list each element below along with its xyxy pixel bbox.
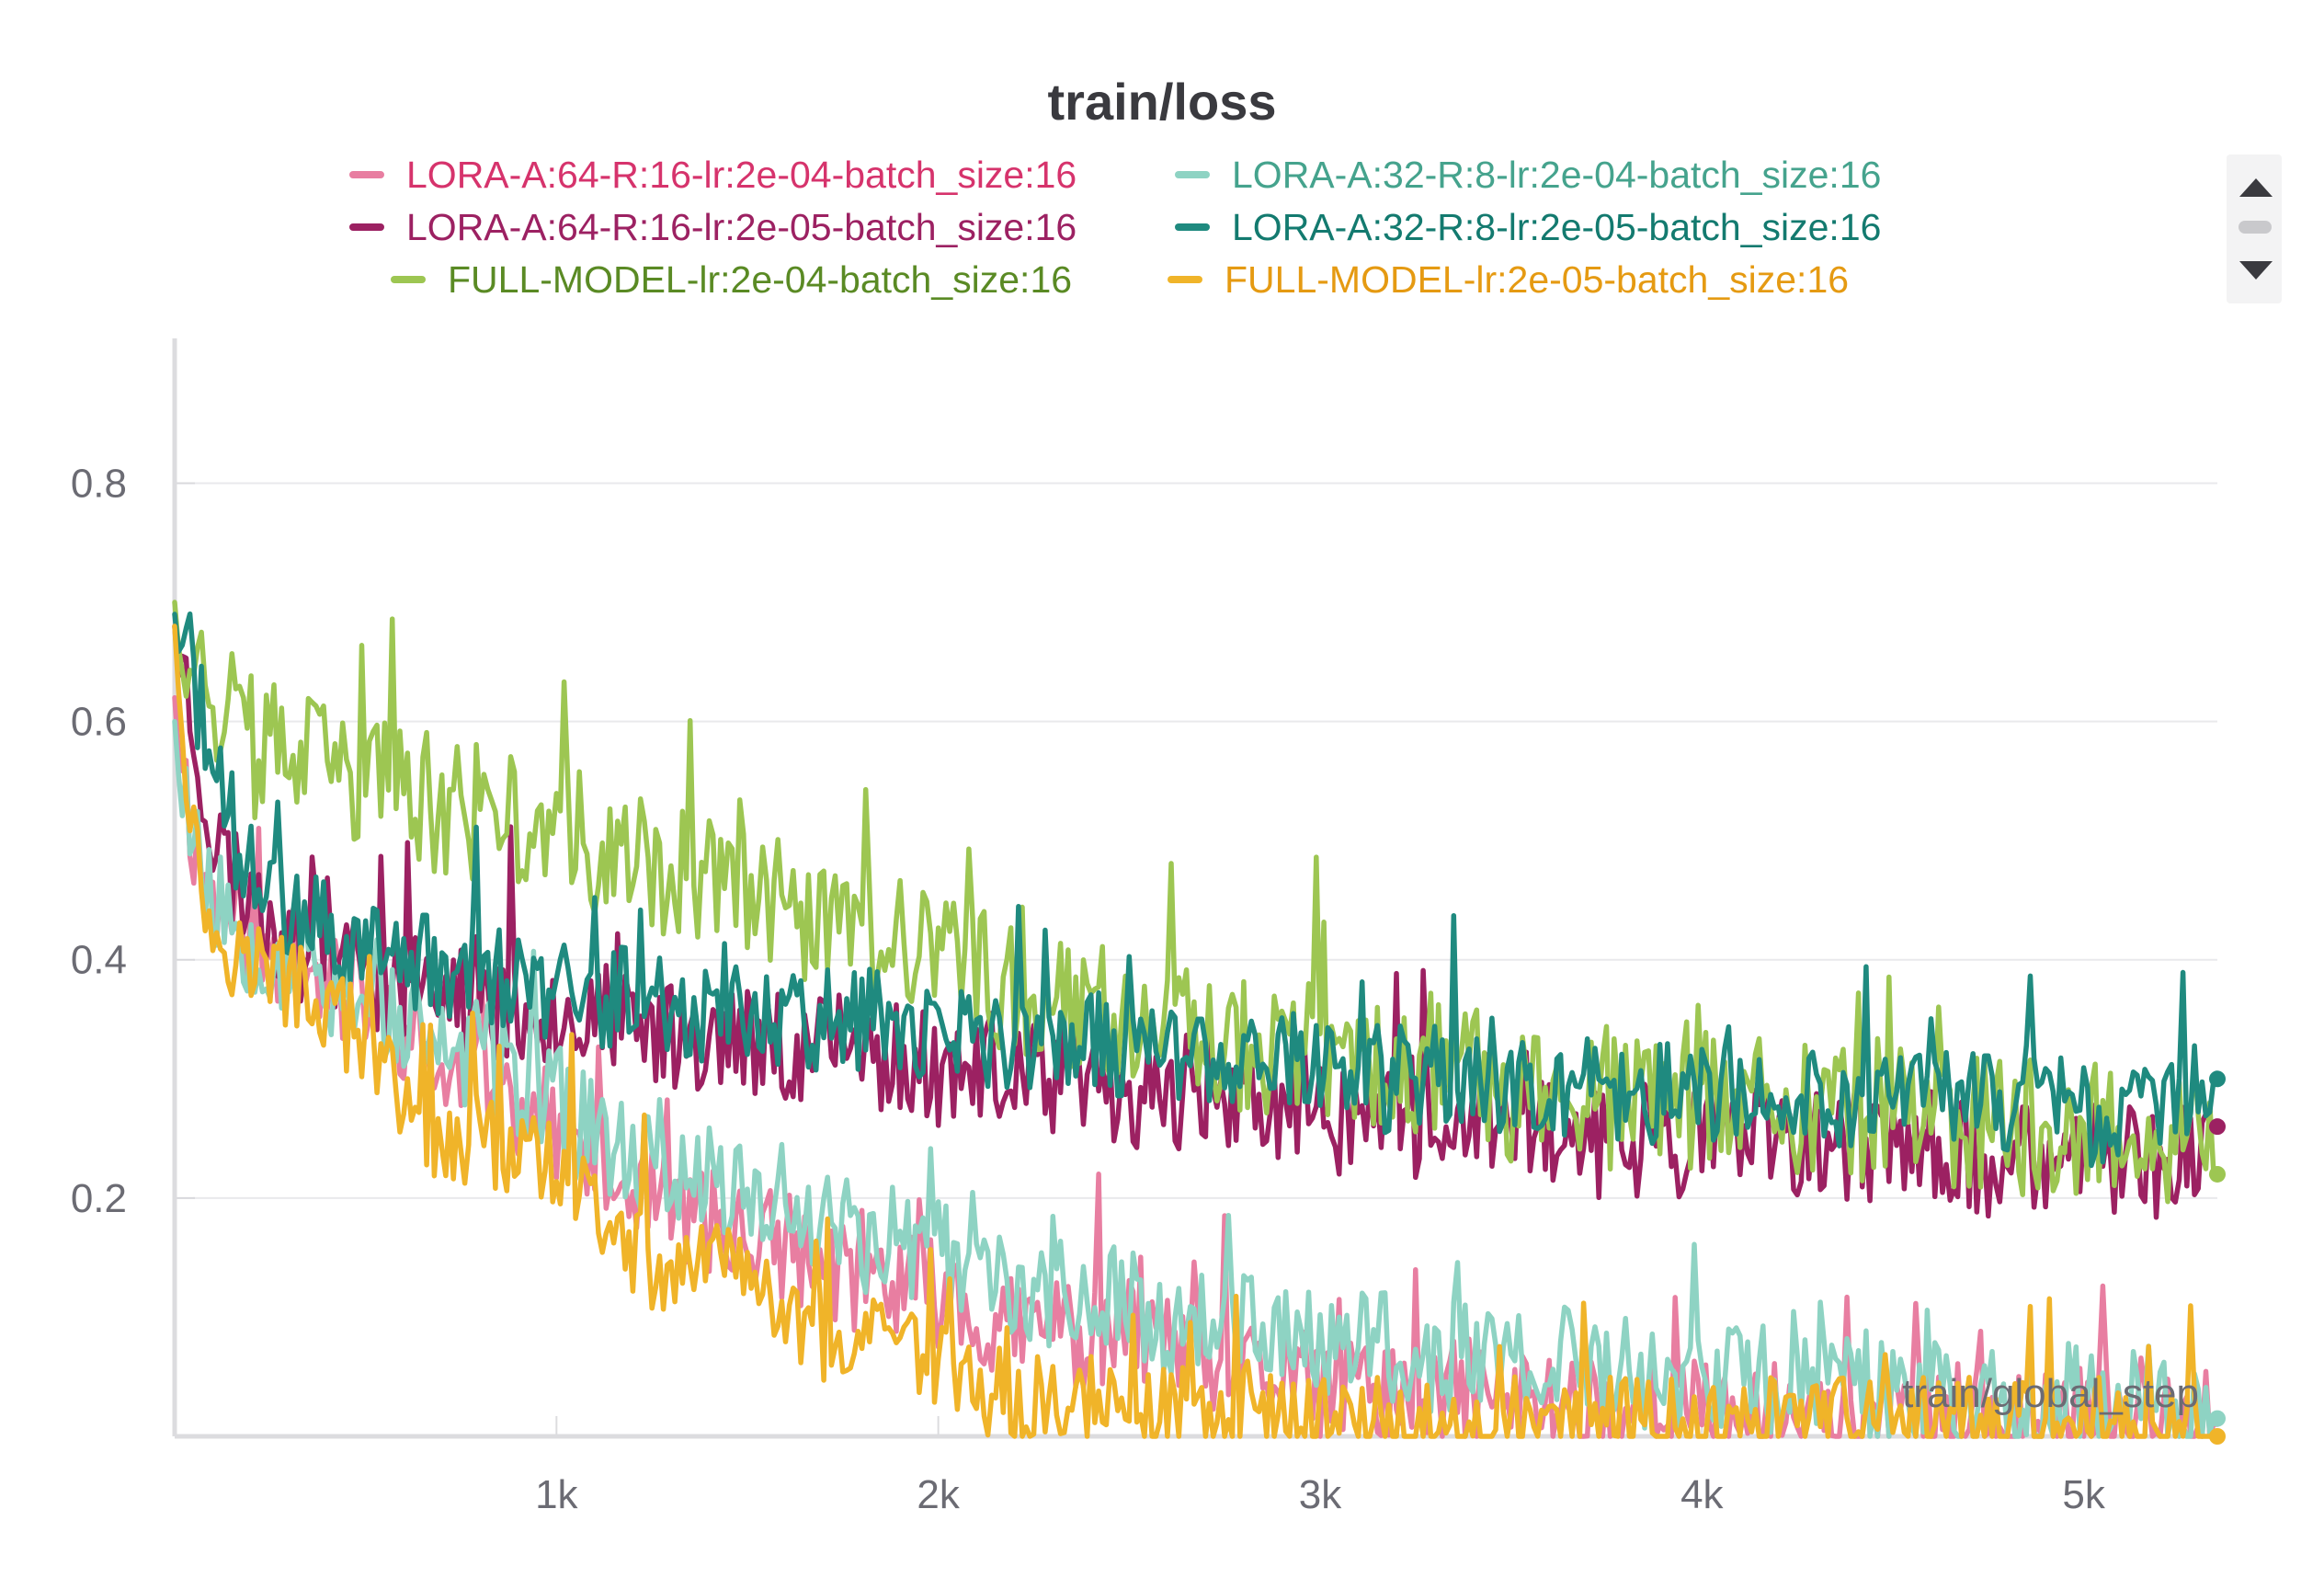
y-tick-label: 0.8	[71, 461, 127, 506]
final-markers	[2209, 1070, 2226, 1445]
series-end-marker-5	[2209, 1428, 2226, 1445]
legend-swatch	[349, 223, 384, 231]
series-end-marker-1	[2209, 1118, 2226, 1136]
y-tick-label: 0.2	[71, 1176, 127, 1221]
legend-swatch	[1175, 223, 1210, 231]
legend-swatch	[349, 171, 384, 178]
legend-scroll-control	[2227, 154, 2282, 303]
series-layer	[172, 600, 2220, 1439]
legend-label: LORA-A:32-R:8-lr:2e-05-batch_size:16	[1232, 206, 1882, 248]
series-line-5	[172, 623, 2220, 1439]
series-line-4	[172, 611, 2220, 1169]
legend-item-full-model-lr-2e-05[interactable]: FULL-MODEL-lr:2e-05-batch_size:16	[1168, 254, 1849, 305]
scroll-down-icon[interactable]	[2239, 261, 2273, 280]
legend-label: LORA-A:64-R:16-lr:2e-04-batch_size:16	[406, 154, 1077, 196]
y-tick-label: 0.6	[71, 700, 127, 745]
legend-item-lora-32-8-lr-2e-05[interactable]: LORA-A:32-R:8-lr:2e-05-batch_size:16	[1175, 201, 1881, 253]
x-tick-label: 2k	[917, 1472, 960, 1517]
legend-swatch	[1175, 171, 1210, 178]
chart-title: train/loss	[1047, 73, 1277, 131]
legend-item-lora-32-8-lr-2e-04[interactable]: LORA-A:32-R:8-lr:2e-04-batch_size:16	[1175, 149, 1881, 200]
legend-label: LORA-A:32-R:8-lr:2e-04-batch_size:16	[1232, 154, 1882, 196]
legend-item-full-model-lr-2e-04[interactable]: FULL-MODEL-lr:2e-04-batch_size:16	[391, 254, 1072, 305]
x-tick-label: 1k	[535, 1472, 578, 1517]
series-line-3	[172, 718, 2220, 1439]
legend-label: LORA-A:64-R:16-lr:2e-05-batch_size:16	[406, 206, 1077, 248]
x-tick-label: 5k	[2062, 1472, 2105, 1517]
series-end-marker-3	[2209, 1410, 2226, 1427]
grid	[193, 482, 2217, 1199]
legend-swatch	[1168, 276, 1202, 283]
legend-swatch	[391, 276, 426, 283]
legend-label: FULL-MODEL-lr:2e-04-batch_size:16	[448, 258, 1073, 301]
legend-item-lora-64-16-lr-2e-04[interactable]: LORA-A:64-R:16-lr:2e-04-batch_size:16	[349, 149, 1077, 200]
series-end-marker-4	[2209, 1070, 2226, 1088]
y-tick-label: 0.4	[71, 938, 127, 983]
tick-labels: 0.2 0.4 0.6 0.8 1k 2k 3k 4k 5k	[71, 461, 2106, 1517]
series-line-2	[172, 600, 2220, 1205]
x-axis-label: train/global_step	[1902, 1371, 2199, 1416]
legend-item-lora-64-16-lr-2e-05[interactable]: LORA-A:64-R:16-lr:2e-05-batch_size:16	[349, 201, 1077, 253]
legend-label: FULL-MODEL-lr:2e-05-batch_size:16	[1225, 258, 1850, 301]
scroll-up-icon[interactable]	[2239, 178, 2273, 197]
series-end-marker-2	[2209, 1165, 2226, 1183]
x-tick-label: 4k	[1680, 1472, 1724, 1517]
scroll-thumb[interactable]	[2239, 221, 2272, 234]
x-tick-label: 3k	[1299, 1472, 1342, 1517]
